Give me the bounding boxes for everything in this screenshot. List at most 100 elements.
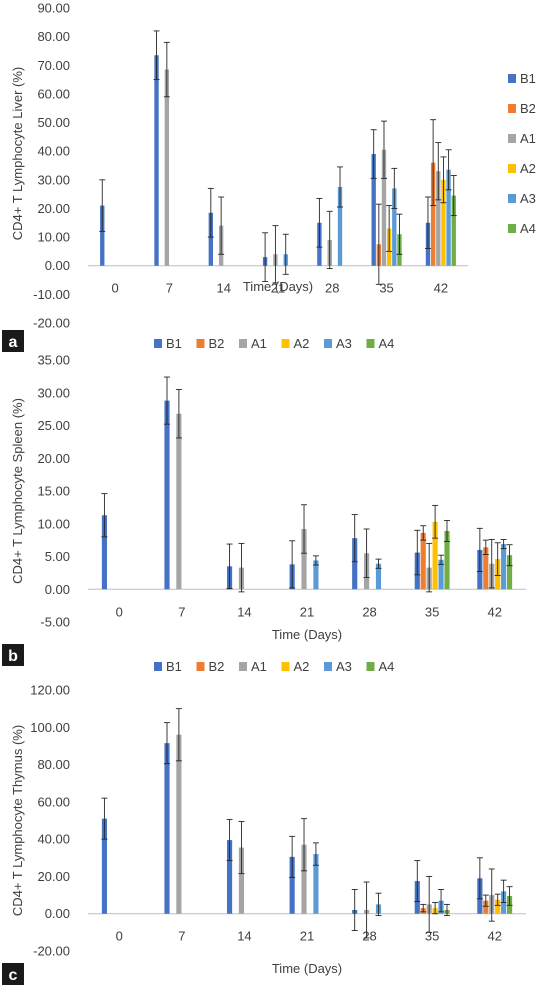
legend-swatch-a2	[281, 339, 290, 348]
y-tick-label: 80.00	[37, 29, 70, 44]
y-tick-label: 80.00	[37, 757, 70, 772]
error-bar-a1-day-21	[301, 818, 308, 872]
error-bar-b2-day-35	[420, 525, 427, 541]
bar-a3-day-21	[313, 560, 319, 590]
y-tick-label: -5.00	[40, 615, 70, 630]
error-bar-a2-day-42	[494, 542, 501, 576]
bar-a1-day-21	[301, 528, 307, 590]
legend-swatch-a1	[239, 662, 247, 671]
legend-swatch-a3	[508, 194, 516, 203]
error-bar-b2-day-35	[375, 203, 382, 285]
error-bar-b1-day-0	[101, 797, 108, 840]
bar-b1-day-28	[352, 538, 358, 590]
error-bar-a3-day-21	[312, 555, 319, 566]
legend-label-a4: A4	[379, 336, 395, 351]
legend-label-b2: B2	[209, 336, 225, 351]
bar-a4-day-35	[444, 530, 450, 590]
error-bar-b2-day-42	[482, 894, 489, 907]
legend-label-a1: A1	[251, 659, 267, 674]
x-tick-label: 14	[237, 604, 251, 619]
y-tick-label: 90.00	[37, 1, 70, 16]
x-tick-label: 7	[178, 929, 185, 944]
panel-label-box	[2, 644, 24, 666]
error-bar-a1-day-42	[435, 142, 442, 201]
bar-a3-day-42	[446, 169, 451, 266]
legend-swatch-a2	[508, 164, 516, 173]
legend-swatch-b2	[196, 339, 205, 348]
y-tick-label: 0.00	[45, 582, 70, 597]
bar-a3-day-42	[501, 544, 507, 590]
legend-swatch-a1	[239, 339, 247, 348]
y-tick-label: 35.00	[37, 353, 70, 368]
error-bar-b2-day-35	[420, 903, 427, 913]
legend-label-a3: A3	[520, 191, 536, 206]
legend-label-b2: B2	[520, 101, 536, 116]
error-bar-a2-day-42	[494, 893, 501, 906]
y-tick-label: 20.00	[37, 201, 70, 216]
error-bar-b1-day-21	[289, 835, 296, 878]
y-tick-label: -10.00	[33, 287, 70, 302]
error-bar-a1-day-35	[380, 120, 387, 179]
x-tick-label: 0	[116, 604, 123, 619]
bar-a3-day-28	[337, 186, 343, 266]
error-bar-a3-day-28	[337, 166, 344, 208]
error-bar-a4-day-42	[506, 544, 513, 567]
error-bar-a1-day-21	[272, 225, 279, 284]
bar-a4-day-42	[507, 555, 513, 590]
bar-a1-day-14	[238, 847, 245, 914]
x-tick-label: 14	[216, 281, 230, 296]
error-bar-b1-day-14	[226, 819, 233, 862]
error-bar-a1-day-14	[238, 820, 245, 875]
error-bar-b1-day-0	[99, 179, 106, 232]
error-bar-a1-day-14	[218, 196, 225, 255]
y-tick-label: 50.00	[37, 115, 70, 130]
legend-label-b1: B1	[520, 71, 536, 86]
error-bar-a1-day-7	[175, 708, 182, 762]
legend-label-b1: B1	[166, 336, 182, 351]
error-bar-a1-day-42	[488, 539, 495, 589]
bar-b1-day-7	[164, 743, 170, 914]
y-tick-label: 100.00	[30, 720, 70, 735]
y-tick-label: 120.00	[30, 683, 70, 698]
legend-swatch-a4	[366, 339, 375, 348]
y-tick-label: 0.00	[45, 906, 70, 921]
error-bar-b1-day-21	[289, 540, 296, 589]
error-bar-a3-day-35	[391, 167, 398, 209]
error-bar-a1-day-42	[488, 868, 495, 922]
x-tick-label: 0	[112, 281, 119, 296]
error-bar-b1-day-28	[351, 889, 358, 931]
error-bar-b1-day-35	[414, 529, 421, 576]
legend-label-a4: A4	[379, 659, 395, 674]
error-bar-a1-day-28	[363, 528, 370, 578]
y-tick-label: 30.00	[37, 172, 70, 187]
y-axis-title: CD4+ T Lymphocyte Thymus (%)	[10, 725, 25, 916]
x-tick-label: 35	[379, 281, 393, 296]
error-bar-a1-day-21	[301, 504, 308, 554]
error-bar-a1-day-35	[426, 542, 433, 593]
y-axis-title: CD4+ T Lymphocyte Liver (%)	[10, 67, 25, 241]
x-tick-label: 28	[362, 604, 376, 619]
x-axis-title: Time (Days)	[272, 961, 342, 976]
error-bar-a1-day-7	[163, 41, 170, 98]
error-bar-a3-day-35	[438, 889, 445, 913]
error-bar-a4-day-42	[450, 175, 457, 217]
legend-swatch-a2	[281, 662, 290, 671]
error-bar-a3-day-42	[445, 149, 452, 191]
bar-a1-day-21	[301, 844, 307, 914]
bar-b1-day-35	[371, 154, 376, 266]
bar-a3-day-21	[313, 854, 319, 914]
legend-swatch-a3	[324, 662, 332, 671]
legend-label-b1: B1	[166, 659, 182, 674]
error-bar-a3-day-28	[375, 892, 382, 917]
panel-label: c	[9, 967, 18, 984]
error-bar-a1-day-28	[326, 210, 333, 270]
error-bar-a4-day-42	[506, 886, 513, 906]
legend-label-a1: A1	[520, 131, 536, 146]
legend-swatch-a3	[324, 339, 332, 348]
y-tick-label: 0.00	[45, 258, 70, 273]
bar-a1-day-7	[176, 413, 182, 590]
legend-label-a4: A4	[520, 221, 536, 236]
bar-a2-day-35	[432, 521, 438, 590]
y-tick-label: 25.00	[37, 418, 70, 433]
bar-a1-day-7	[164, 69, 170, 266]
